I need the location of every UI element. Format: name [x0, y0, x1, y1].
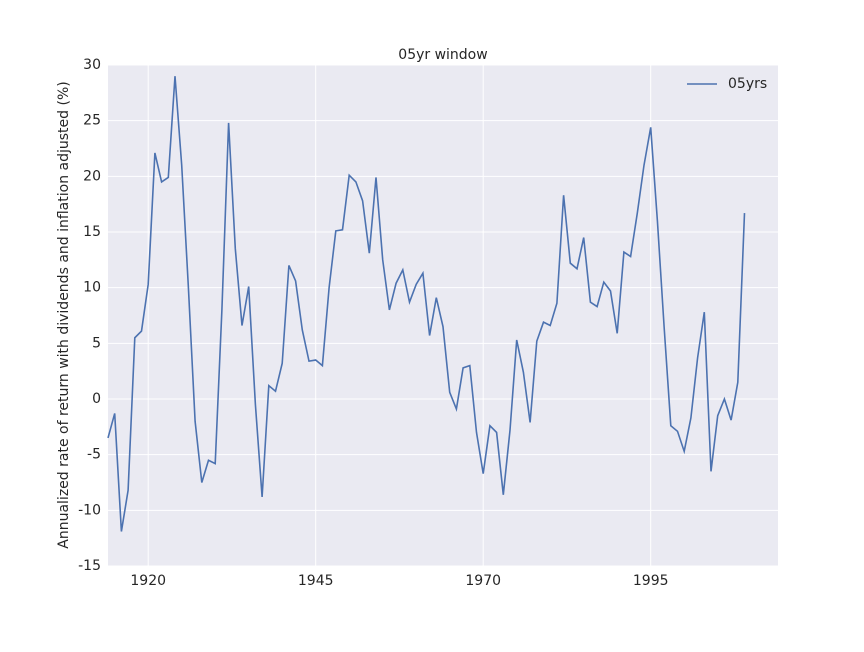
chart-title: 05yr window — [398, 47, 487, 63]
y-tick-label: 30 — [83, 57, 101, 73]
y-tick-label: 20 — [83, 168, 101, 184]
plot-area — [108, 65, 778, 566]
line — [107, 76, 746, 532]
y-tick-label: 10 — [83, 280, 101, 296]
y-tick-label: -10 — [78, 502, 101, 518]
y-tick-label: 15 — [83, 224, 101, 240]
y-tick-label: -15 — [78, 558, 101, 574]
y-axis-label: Annualized rate of return with dividends… — [56, 81, 72, 548]
legend-label: 05yrs — [728, 76, 767, 92]
x-tick-label: 1920 — [130, 573, 166, 589]
x-tick-label: 1970 — [465, 573, 501, 589]
x-tick-label: 1995 — [633, 573, 669, 589]
y-tick-label: 25 — [83, 113, 101, 129]
y-tick-label: 0 — [92, 391, 101, 407]
y-tick-label: 5 — [92, 335, 101, 351]
y-tick-label: -5 — [87, 447, 101, 463]
x-tick-label: 1945 — [298, 573, 334, 589]
